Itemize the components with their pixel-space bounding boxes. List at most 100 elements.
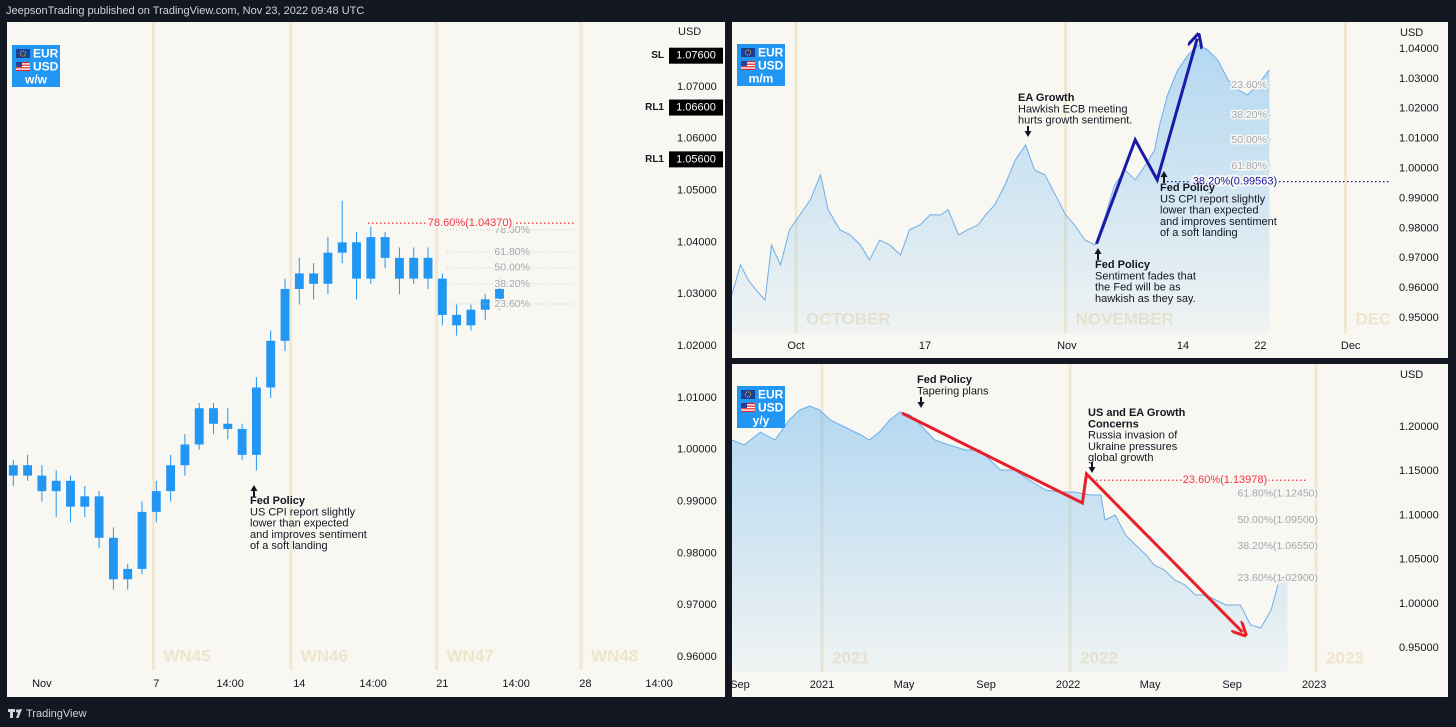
annotation-title: US and EA Growth	[1088, 407, 1186, 419]
annotation-title: Fed Policy	[917, 374, 973, 386]
annotation-arrowhead	[1088, 467, 1096, 473]
badge-text: w/w	[24, 73, 48, 87]
us-stripe	[741, 408, 755, 410]
candle-body	[137, 511, 147, 569]
y-tick-label: 1.01000	[1399, 133, 1439, 145]
badge-text: USD	[758, 401, 784, 415]
fib-level-label: 38.20%	[494, 278, 530, 290]
x-tick-label: 28	[579, 678, 591, 690]
price-label-value: 1.06600	[676, 102, 716, 114]
fib-level-label: 50.00%(1.09500)	[1237, 514, 1318, 526]
x-tick-label: 14	[1177, 340, 1189, 352]
candle-body	[180, 444, 190, 466]
y-tick-label: 1.06000	[677, 133, 717, 145]
x-tick-label: Sep	[1222, 679, 1242, 691]
annotation-title: Concerns	[1088, 418, 1139, 430]
badge-text: EUR	[758, 46, 784, 60]
badge-text: USD	[758, 59, 784, 73]
candle-body	[94, 496, 104, 538]
y-tick-label: 1.00000	[1399, 163, 1439, 175]
candle-body	[423, 257, 433, 279]
us-stripe	[16, 69, 30, 71]
y-tick-label: 1.00000	[1399, 598, 1439, 610]
x-tick-label: Oct	[787, 340, 804, 352]
chart-panel: 2021 2022 2023 61.80%(1.12450) 50.00%(1.0950…	[730, 364, 1448, 697]
fib-level-label: 50.00%	[494, 262, 530, 274]
badge-text: m/m	[749, 72, 774, 86]
x-tick-label: May	[1140, 679, 1161, 691]
fib-level-label: 23.60%(1.02900)	[1237, 572, 1318, 584]
candle-body	[223, 423, 233, 429]
candle-body	[151, 491, 161, 512]
annotation-title: EA Growth	[1018, 92, 1075, 104]
period-label: DEC	[1355, 310, 1391, 329]
x-tick-label: 14:00	[645, 678, 673, 690]
price-label-box	[669, 99, 723, 116]
candle-body	[480, 299, 490, 310]
annotation-text: lower than expected	[250, 518, 348, 530]
candle-body	[8, 465, 18, 476]
axis-unit: USD	[1400, 27, 1423, 39]
eu-flag	[16, 49, 30, 58]
period-label: WN48	[591, 647, 638, 666]
fib-level-label: 38.20%(1.06550)	[1237, 540, 1318, 552]
candle-body	[108, 537, 118, 580]
candle-body	[366, 237, 376, 279]
y-tick-label: 0.97000	[1399, 252, 1439, 264]
axis-unit: USD	[678, 26, 701, 38]
fib-level-label: 61.80%	[494, 246, 530, 258]
candle-body	[51, 480, 61, 492]
eu-stars	[744, 391, 752, 398]
y-tick-label: 0.96000	[677, 651, 717, 663]
top-bar	[0, 0, 1456, 22]
plot-area: WN45 WN46 WN47 WN48 78.60% 61.80% 50.00% 38.20%…	[8, 22, 638, 670]
y-tick-label: 1.03000	[677, 288, 717, 300]
annotation-text: Hawkish ECB meeting	[1018, 103, 1127, 115]
annotation-text: and improves sentiment	[1160, 216, 1277, 228]
y-tick-label: 1.15000	[1399, 465, 1439, 477]
eu-flag	[741, 390, 755, 399]
us-stripe	[16, 64, 30, 66]
chart-panel: WN45 WN46 WN47 WN48 78.60% 61.80% 50.00% 38.20%…	[7, 22, 725, 697]
annotation-arrowhead	[1160, 171, 1168, 177]
y-tick-label: 0.95000	[1399, 312, 1439, 324]
plot-area: OCTOBERNOVEMBERDEC23.60%38.20%50.00%61.8…	[732, 22, 1391, 333]
x-tick-label: 14:00	[359, 678, 387, 690]
x-tick-label: 2023	[1302, 679, 1326, 691]
fib-level-label: 23.60%	[494, 298, 530, 310]
price-label-name: RL1	[645, 154, 664, 165]
y-tick-label: 0.98000	[1399, 222, 1439, 234]
x-tick-label: 2022	[1056, 679, 1080, 691]
y-tick-label: 1.02000	[1399, 103, 1439, 115]
candle-body	[166, 465, 176, 492]
candle-body	[452, 314, 462, 326]
candle-body	[237, 428, 247, 455]
price-label-name: RL1	[645, 102, 664, 113]
annotation-text: of a soft landing	[1160, 227, 1238, 239]
x-tick-label: 14:00	[502, 678, 530, 690]
y-tick-label: 1.05000	[1399, 554, 1439, 566]
plot-area: 20212022202361.80%(1.12450)50.00%(1.0950…	[732, 364, 1364, 672]
candle-body	[194, 408, 204, 445]
us-stripe	[741, 61, 755, 63]
us-stripe	[741, 410, 755, 412]
x-tick-label: Sep	[976, 679, 996, 691]
candle-body	[466, 309, 476, 326]
y-tick-label: 1.04000	[677, 236, 717, 248]
us-stripe	[741, 63, 755, 65]
fib-level-label: 23.60%	[1231, 79, 1267, 91]
us-canton	[741, 403, 747, 408]
candle-body	[294, 273, 304, 289]
candle-body	[66, 480, 75, 507]
us-canton	[16, 62, 22, 67]
candle-body	[23, 465, 33, 476]
y-tick-label: 0.99000	[1399, 192, 1439, 204]
annotation-text: US CPI report slightly	[250, 506, 356, 518]
annotation-text: US CPI report slightly	[1160, 193, 1266, 205]
candle-body	[309, 273, 319, 284]
annotation-arrowhead	[1094, 248, 1102, 254]
price-label-value: 1.07600	[676, 50, 716, 62]
candle-body	[380, 237, 390, 258]
candle-body	[409, 257, 419, 279]
